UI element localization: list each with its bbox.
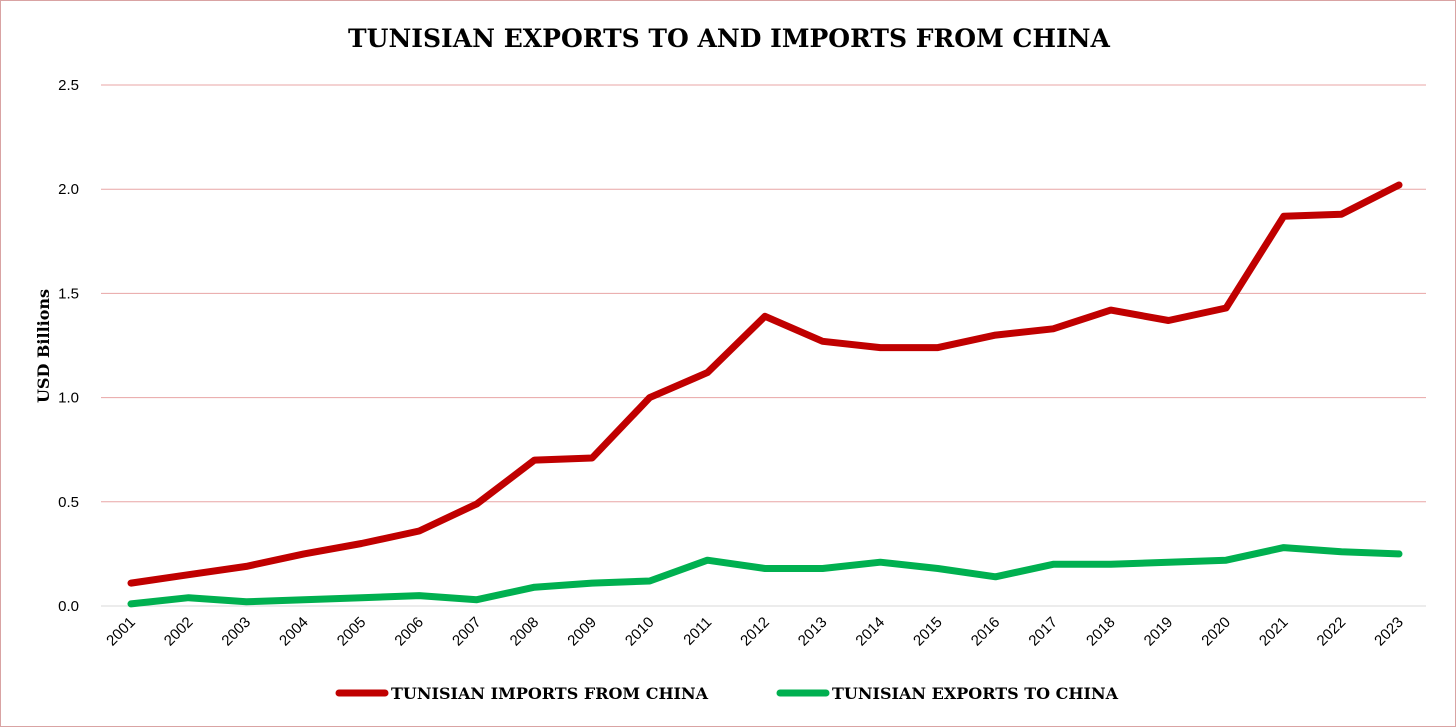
x-tick-label: 2008 [507,614,543,650]
legend-label-imports: TUNISIAN IMPORTS FROM CHINA [391,684,709,703]
x-tick-label: 2022 [1314,614,1350,650]
y-tick-label: 1.5 [58,285,79,302]
y-axis-label: USD Billions [34,289,53,403]
y-tick-label: 0.5 [58,494,79,511]
x-tick-label: 2023 [1371,614,1407,650]
y-tick-label: 1.0 [58,390,79,407]
x-tick-label: 2003 [218,614,254,650]
series-line-imports [127,181,1403,587]
x-axis-ticks: 2001 2002 2003 2004 2005 2006 2007 2008 2009 2010… [103,614,1407,650]
x-tick-label: 2010 [622,614,658,650]
series-line-exports [127,544,1403,608]
x-tick-label: 2016 [968,614,1004,650]
series-lines [127,181,1403,608]
gridlines [101,84,1426,503]
x-tick-label: 2007 [449,614,485,650]
x-tick-label: 2005 [334,614,370,650]
legend: TUNISIAN IMPORTS FROM CHINA TUNISIAN EXPO… [335,684,1119,703]
x-tick-label: 2002 [161,614,197,650]
y-tick-label: 0.0 [58,598,79,615]
x-tick-label: 2019 [1141,614,1177,650]
y-tick-label: 2.5 [58,77,79,94]
x-tick-label: 2004 [276,614,312,650]
x-tick-label: 2006 [391,614,427,650]
y-axis-ticks: 0.0 0.5 1.0 1.5 2.0 2.5 [58,77,79,615]
x-tick-label: 2020 [1198,614,1234,650]
x-tick-label: 2021 [1256,614,1292,650]
x-tick-label: 2001 [103,614,139,650]
x-tick-label: 2011 [680,614,715,649]
x-tick-label: 2017 [1025,614,1061,650]
x-tick-label: 2009 [564,614,600,650]
y-tick-label: 2.0 [58,181,79,198]
x-tick-label: 2018 [1083,614,1119,650]
x-tick-label: 2014 [852,614,888,650]
chart-title: TUNISIAN EXPORTS TO AND IMPORTS FROM CHI… [348,24,1110,53]
x-tick-label: 2015 [910,614,946,650]
x-tick-label: 2012 [737,614,773,650]
legend-label-exports: TUNISIAN EXPORTS TO CHINA [832,684,1119,703]
x-tick-label: 2013 [795,614,831,650]
